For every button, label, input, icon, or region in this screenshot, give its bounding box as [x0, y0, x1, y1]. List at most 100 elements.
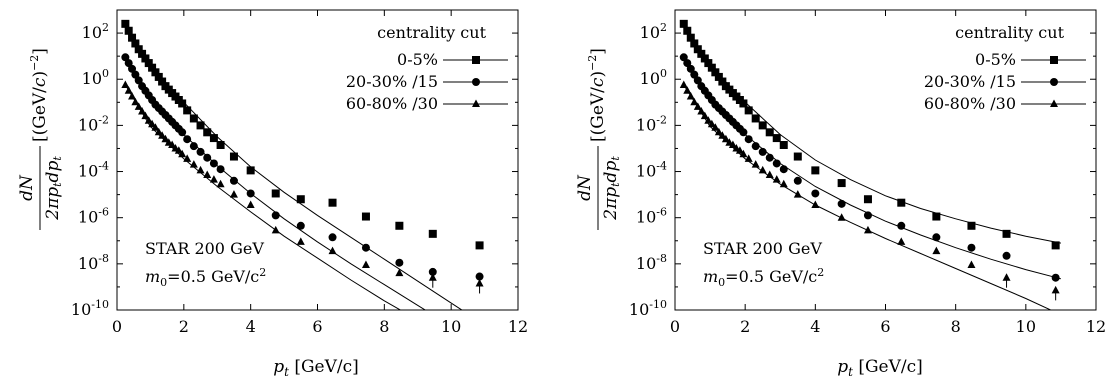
data-point-circle [178, 128, 187, 137]
data-point-square [229, 152, 238, 161]
data-point-circle [1002, 251, 1011, 260]
annotation-mass-value: =0.5 GeV/c [167, 267, 259, 286]
data-point-square [739, 99, 748, 108]
plot-frame [116, 9, 519, 311]
legend-label-1: 20-30% /15 [346, 72, 438, 91]
y-axis-units-c: c [588, 77, 608, 87]
y-axis-label-denominator: 2πptdpt [43, 156, 64, 221]
data-point-triangle [967, 260, 976, 268]
data-point-square [128, 33, 137, 42]
y-axis-units-b: ) [30, 71, 50, 78]
data-point-square [697, 49, 706, 58]
data-point-triangle [328, 246, 337, 255]
data-point-circle [271, 211, 280, 220]
y-tick-base: 10 [636, 208, 656, 227]
y-axis-label-den-sub2: t [609, 156, 622, 161]
y-tick-exponent: -8 [656, 252, 667, 265]
data-point-triangle [131, 97, 140, 106]
data-point-square [811, 166, 820, 175]
data-point-circle [209, 159, 218, 168]
data-point-triangle [690, 97, 699, 106]
y-tick-label: 10-4 [636, 160, 667, 181]
y-tick-base: 10 [82, 69, 102, 88]
legend-label-0: 0-5% [397, 50, 438, 69]
annotation-mass-m: m [145, 267, 160, 286]
data-point-triangle [837, 213, 846, 221]
y-tick-exponent: -6 [656, 206, 667, 219]
data-point-square [690, 39, 699, 48]
data-point-triangle [168, 140, 177, 148]
data-point-circle [897, 221, 906, 230]
data-point-triangle [683, 86, 692, 94]
data-point-circle [932, 233, 941, 242]
data-point-triangle [721, 134, 730, 143]
data-point-triangle [151, 123, 160, 131]
data-point-square [189, 114, 198, 123]
x-tick-label: 12 [508, 317, 528, 336]
data-point-circle [183, 135, 192, 144]
data-layer [121, 19, 484, 310]
data-point-triangle [196, 165, 205, 174]
data-point-triangle [395, 268, 404, 277]
data-point-triangle [183, 154, 192, 162]
x-tick-label: 4 [810, 317, 820, 336]
data-point-triangle [811, 200, 820, 208]
data-point-triangle [758, 165, 767, 174]
data-point-square [134, 45, 143, 54]
data-point-triangle [229, 190, 238, 198]
y-tick-label: 10-8 [636, 252, 667, 273]
annotation-mass-sub: 0 [160, 276, 167, 289]
data-point-triangle [189, 160, 198, 168]
data-point-square [751, 114, 760, 123]
data-point-circle [967, 243, 976, 252]
data-point-square [683, 26, 692, 35]
y-tick-exponent: -2 [656, 113, 667, 126]
data-point-triangle [751, 160, 760, 168]
y-axis-units-a: [(GeV/ [30, 87, 50, 142]
data-point-square [686, 33, 695, 42]
data-point-triangle [728, 140, 737, 148]
data-point-square [837, 179, 846, 188]
legend-marker-square [1050, 56, 1058, 64]
x-tick-label: 6 [880, 317, 890, 336]
data-point-square [707, 63, 716, 72]
data-point-circle [744, 135, 753, 144]
y-tick-label: 10-8 [78, 252, 109, 273]
data-point-triangle [124, 86, 133, 94]
data-point-circle [395, 258, 404, 267]
data-point-triangle [679, 80, 688, 88]
data-point-triangle [174, 146, 183, 154]
data-point-triangle [932, 246, 941, 255]
y-tick-label: 10-2 [78, 113, 109, 134]
x-tick-label: 8 [379, 317, 389, 336]
x-axis-label-units: [GeV/c] [289, 357, 359, 377]
data-point-square [395, 221, 404, 230]
data-point-triangle [216, 179, 225, 188]
data-point-triangle [779, 179, 788, 188]
data-point-triangle [897, 237, 906, 245]
y-tick-label: 10-10 [71, 298, 109, 319]
data-point-triangle [863, 225, 872, 234]
y-tick-exponent: 2 [102, 21, 109, 34]
data-point-triangle [209, 175, 218, 183]
y-tick-base: 10 [636, 115, 656, 134]
x-tick-label: 12 [1086, 317, 1106, 336]
data-point-circle [837, 199, 846, 208]
data-point-triangle [154, 127, 163, 136]
data-point-circle [216, 165, 225, 174]
data-point-triangle [718, 131, 727, 139]
data-point-triangle [765, 170, 774, 178]
y-tick-base: 10 [82, 23, 102, 42]
data-point-circle [128, 64, 137, 73]
y-axis-label-den-tail: dp [601, 161, 621, 183]
data-point-square [758, 121, 767, 130]
data-point-square [772, 134, 781, 143]
data-point-square [679, 19, 688, 28]
y-tick-exponent: 0 [660, 67, 667, 80]
upper-limit-arrowhead [1052, 286, 1059, 293]
data-point-circle [229, 176, 238, 185]
data-point-circle [428, 267, 437, 276]
annotation-mass-m: m [703, 267, 718, 286]
data-point-circle [693, 76, 702, 85]
y-tick-base: 10 [78, 115, 98, 134]
